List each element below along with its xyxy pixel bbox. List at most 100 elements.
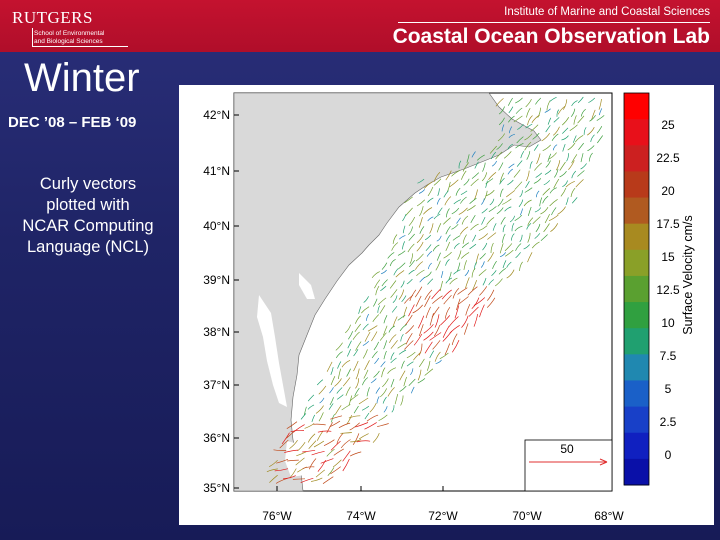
velocity-vector (424, 289, 433, 301)
velocity-vector (342, 458, 350, 472)
velocity-vector (562, 143, 566, 152)
velocity-vector (556, 109, 560, 117)
velocity-vector (404, 314, 413, 326)
velocity-vector (514, 181, 523, 190)
velocity-vector (352, 433, 360, 446)
velocity-vector (377, 305, 381, 313)
velocity-vector (508, 106, 514, 114)
velocity-vector (463, 178, 470, 186)
velocity-vector (488, 279, 495, 286)
velocity-vector (382, 378, 389, 388)
colorbar-swatch (624, 93, 649, 120)
velocity-vector (460, 190, 468, 196)
velocity-vector (361, 405, 370, 411)
colorbar-tick: 17.5 (656, 217, 680, 231)
colorbar-swatch (624, 223, 649, 251)
velocity-vector (417, 315, 425, 329)
velocity-vector (308, 458, 317, 470)
velocity-vector (403, 376, 407, 387)
velocity-vector (425, 306, 431, 319)
velocity-vector (515, 142, 524, 149)
velocity-vector (497, 198, 504, 207)
velocity-vector (451, 223, 459, 230)
velocity-vector (468, 306, 479, 317)
velocity-vector (439, 280, 443, 292)
velocity-vector (367, 325, 378, 332)
velocity-vector (436, 197, 441, 205)
velocity-vector (504, 206, 512, 212)
velocity-vector (345, 386, 351, 396)
velocity-vector (361, 306, 370, 314)
velocity-vector (459, 226, 469, 235)
velocity-vector (500, 216, 506, 225)
velocity-vector (482, 277, 487, 286)
velocity-vector (311, 414, 316, 423)
velocity-vector (523, 199, 532, 207)
velocity-vector (427, 186, 434, 197)
velocity-vector (319, 397, 325, 404)
velocity-vector (569, 124, 578, 131)
velocity-vector (429, 350, 435, 359)
velocity-vector (408, 378, 416, 386)
velocity-vector (565, 180, 575, 188)
velocity-vector (482, 162, 486, 172)
velocity-vector (596, 115, 605, 121)
velocity-vector (352, 331, 360, 340)
velocity-vector (330, 466, 341, 475)
velocity-vector (445, 277, 453, 284)
velocity-vector (338, 422, 351, 429)
velocity-vector (397, 342, 407, 349)
velocity-vector (371, 331, 378, 342)
velocity-vector (452, 339, 460, 353)
velocity-vector (440, 271, 444, 279)
velocity-vector (330, 415, 343, 420)
velocity-vector (525, 123, 533, 129)
velocity-vector (391, 405, 395, 413)
rutgers-logo: RUTGERS School of Environmental and Biol… (12, 8, 128, 48)
velocity-vector (561, 117, 570, 126)
velocity-vector (462, 234, 467, 244)
velocity-vector (443, 251, 452, 259)
velocity-vector (419, 226, 425, 234)
velocity-vector (377, 423, 389, 427)
velocity-vector (418, 324, 424, 337)
velocity-vector (454, 305, 460, 319)
velocity-vector (333, 448, 344, 456)
velocity-vector (562, 127, 569, 134)
velocity-vector (449, 277, 458, 285)
velocity-vector (399, 385, 407, 393)
velocity-vector (290, 429, 305, 433)
velocity-vector (464, 269, 470, 277)
velocity-vector (507, 179, 514, 186)
velocity-vector (583, 127, 587, 135)
colorbar-frame (623, 92, 650, 486)
velocity-vector (364, 422, 377, 430)
velocity-vector (354, 323, 361, 332)
velocity-vector (473, 297, 486, 306)
velocity-vector (444, 196, 452, 206)
velocity-vector (313, 440, 325, 448)
velocity-vector (453, 242, 460, 249)
velocity-vector (590, 134, 595, 142)
velocity-vector (402, 214, 407, 222)
velocity-vector (513, 115, 523, 123)
velocity-vector (326, 361, 333, 372)
velocity-vector (471, 297, 480, 309)
velocity-vector (354, 387, 360, 397)
velocity-vector (418, 343, 423, 356)
velocity-vector (559, 171, 567, 178)
velocity-vector (545, 125, 551, 133)
velocity-vector (571, 154, 578, 164)
velocity-vector (340, 439, 351, 449)
velocity-vector (458, 296, 469, 305)
velocity-vector (404, 196, 413, 204)
colorbar-title: Surface Velocity cm/s (681, 215, 695, 335)
velocity-vector (341, 359, 351, 368)
velocity-vector (311, 450, 325, 456)
velocity-vector (508, 115, 515, 123)
velocity-vector (334, 405, 342, 415)
velocity-vector (557, 105, 566, 115)
velocity-vector (302, 449, 316, 453)
velocity-vector (393, 268, 399, 276)
velocity-vector (355, 341, 362, 351)
